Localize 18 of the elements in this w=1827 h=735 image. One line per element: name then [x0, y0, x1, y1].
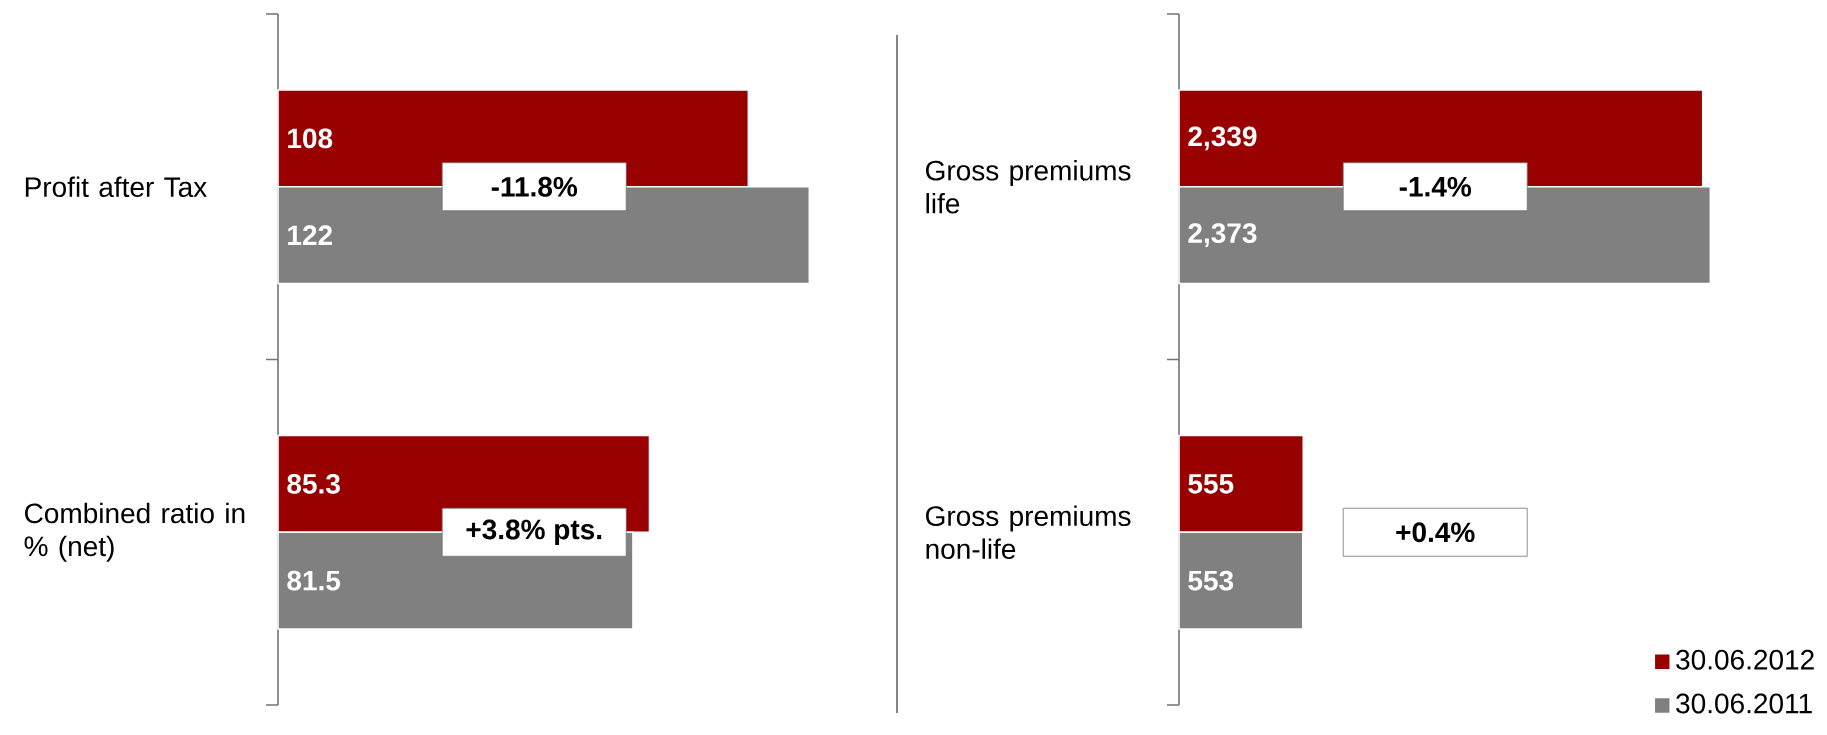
data-label: 2,339	[1188, 126, 1257, 151]
annotation: +3.8% pts.	[466, 519, 602, 545]
y-tick-label: Profit after Tax	[25, 176, 207, 198]
data-label: 553	[1188, 570, 1234, 591]
data-label: 85.3	[287, 473, 340, 494]
annotation: -1.4%	[1399, 176, 1472, 197]
annotation: +0.4%	[1396, 522, 1475, 543]
data-label: 81.5	[287, 570, 341, 591]
legend-label: 30.06.2011	[1676, 693, 1812, 714]
data-label: 122	[288, 225, 332, 245]
legend-label: 30.06.2012	[1676, 649, 1814, 670]
data-label: 555	[1188, 474, 1234, 494]
y-tick-label: Gross premiums non-life	[926, 505, 1131, 560]
y-tick-label: Gross premiums life	[926, 159, 1131, 214]
data-label: 2,373	[1188, 223, 1257, 248]
y-tick-label: Combined ratio in % (net)	[24, 502, 245, 562]
annotation: -11.8%	[491, 176, 578, 197]
data-label: 108	[288, 128, 333, 149]
